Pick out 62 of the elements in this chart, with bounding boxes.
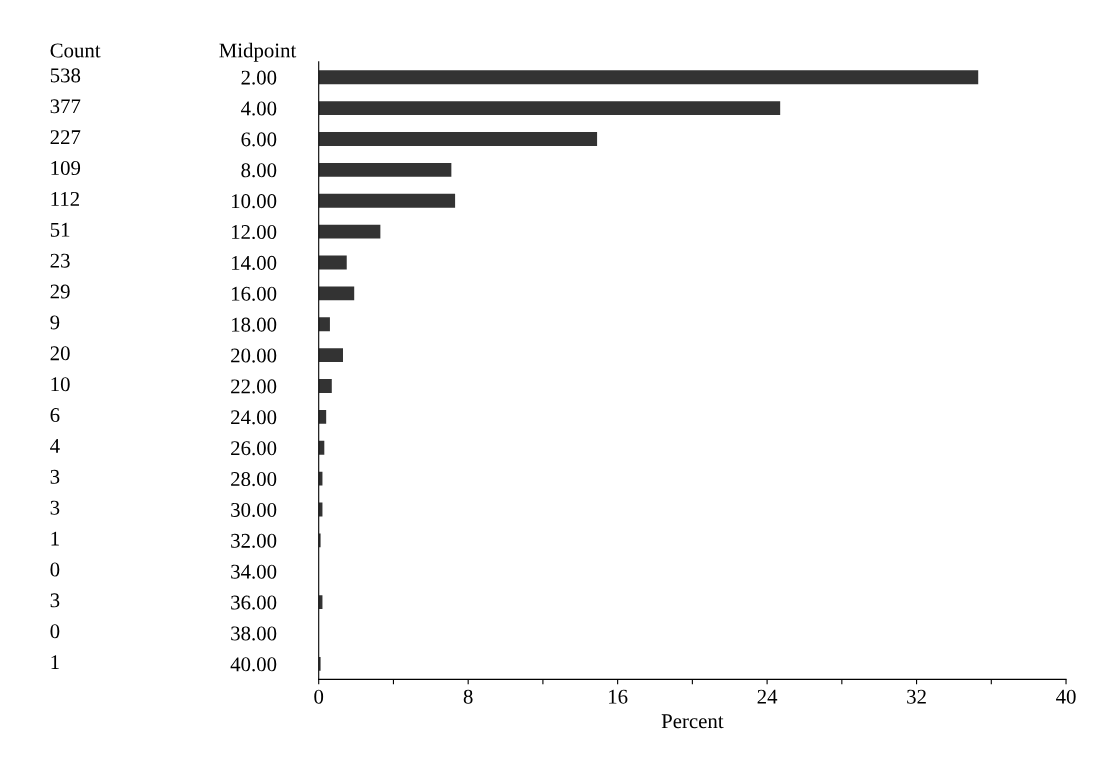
bar	[318, 255, 347, 270]
y-tick-label: 40.00	[230, 657, 277, 672]
y-tick-label: 8.00	[241, 163, 277, 178]
y-tick-label: 30.00	[231, 502, 277, 518]
bar	[318, 101, 781, 116]
text: 4	[50, 439, 60, 453]
y-tick-label: 4.00	[240, 101, 277, 116]
y-tick-label: 2.00	[241, 70, 277, 85]
text: 0	[50, 562, 60, 577]
y-tick-label: 22.00	[231, 379, 277, 394]
y-tick-label: 6.00	[241, 132, 277, 147]
text: 1	[51, 531, 59, 546]
bar	[318, 348, 343, 363]
text: 29	[50, 284, 70, 299]
text: 3	[50, 469, 60, 484]
text: 51	[50, 222, 70, 237]
y-tick-label: 38.00	[231, 626, 277, 641]
y-tick-label: 24.00	[231, 410, 277, 425]
text: 1	[51, 655, 59, 669]
y-axis-title: Midpoint	[219, 42, 297, 62]
y-tick-label: 34.00	[231, 564, 277, 579]
y-tick-label: 16.00	[232, 286, 277, 301]
y-tick-label: 12.00	[232, 224, 277, 240]
y-tick-label: 26.00	[231, 441, 277, 456]
x-tick-label: 8	[463, 689, 473, 704]
bar	[318, 193, 456, 208]
bar	[318, 440, 325, 455]
bar	[318, 162, 452, 177]
text: 9	[50, 315, 60, 330]
bar	[318, 286, 355, 301]
bar	[318, 224, 381, 239]
x-axis-title: Percent	[661, 714, 724, 729]
text: 6	[50, 408, 60, 423]
text: 3	[50, 500, 60, 515]
text: 112	[51, 191, 79, 206]
y-tick-label: 10.00	[232, 194, 277, 209]
x-tick-label: 32	[907, 689, 926, 704]
bar	[318, 409, 327, 424]
text: 0	[50, 624, 60, 639]
y-tick-label: 32.00	[231, 533, 277, 548]
y-tick-label: 18.00	[232, 317, 277, 332]
x-tick-label: 16	[609, 689, 628, 704]
text: 377	[50, 99, 81, 114]
y-tick-label: 28.00	[231, 472, 277, 487]
x-tick-label: 40	[1056, 689, 1076, 704]
bar	[318, 317, 330, 332]
text: 3	[50, 593, 60, 608]
text: 227	[50, 130, 81, 144]
text: 538	[50, 68, 81, 83]
y-tick-label: 20.00	[231, 348, 277, 363]
bar	[318, 379, 332, 393]
bar	[318, 70, 979, 85]
text: 20	[50, 346, 70, 361]
text: 23	[50, 253, 70, 268]
text: 109	[51, 161, 81, 176]
text: Count	[50, 43, 101, 58]
y-tick-label: 36.00	[231, 595, 277, 610]
bar	[318, 132, 598, 146]
y-tick-label: 14.00	[232, 255, 277, 270]
x-tick-label: 0	[314, 689, 324, 704]
text: 10	[51, 377, 70, 392]
x-tick-label: 24	[757, 689, 778, 704]
